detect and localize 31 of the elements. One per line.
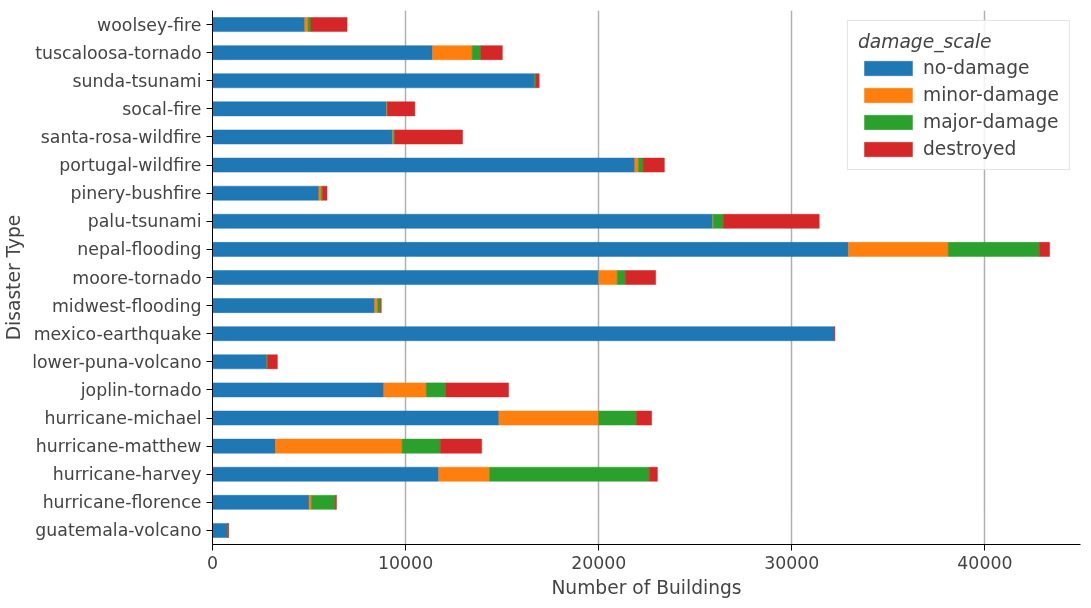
- x-tick-label: 40000: [957, 552, 1013, 573]
- y-tick-label: nepal-flooding: [77, 239, 202, 260]
- legend-label: no-damage: [922, 57, 1030, 78]
- x-axis-title: Number of Buildings: [551, 576, 742, 598]
- y-tick-label: palu-tsunami: [87, 211, 202, 232]
- y-tick-label: lower-puna-volcano: [32, 351, 202, 372]
- y-tick-label: portugal-wildfire: [59, 155, 202, 176]
- y-tick-label: mexico-earthquake: [33, 323, 202, 344]
- x-tick-label: 0: [206, 552, 219, 573]
- y-tick-label: hurricane-matthew: [35, 436, 202, 457]
- legend-title: damage_scale: [857, 31, 993, 52]
- y-tick-label: hurricane-harvey: [52, 464, 202, 485]
- y-tick-label: hurricane-florence: [42, 492, 202, 513]
- y-tick-label: sunda-tsunami: [72, 70, 202, 91]
- y-tick-label: woolsey-fire: [97, 14, 202, 35]
- x-tick-label: 20000: [571, 552, 627, 573]
- y-tick-label: santa-rosa-wildfire: [40, 126, 202, 147]
- y-tick-label: tuscaloosa-tornado: [35, 42, 202, 63]
- x-tick-label: 30000: [764, 552, 820, 573]
- y-tick-label: midwest-flooding: [51, 295, 202, 316]
- y-axis-title: Disaster Type: [3, 214, 25, 341]
- legend-label: major-damage: [922, 111, 1059, 132]
- legend-label: minor-damage: [922, 84, 1059, 105]
- y-tick-label: pinery-bushfire: [70, 183, 202, 204]
- legend-label: destroyed: [922, 138, 1017, 159]
- y-tick-label: joplin-tornado: [79, 379, 202, 400]
- y-tick-label: moore-tornado: [72, 267, 202, 288]
- y-tick-label: hurricane-michael: [44, 408, 202, 429]
- x-tick-label: 10000: [378, 552, 434, 573]
- y-tick-label: guatemala-volcano: [35, 520, 202, 541]
- y-tick-label: socal-fire: [122, 98, 202, 119]
